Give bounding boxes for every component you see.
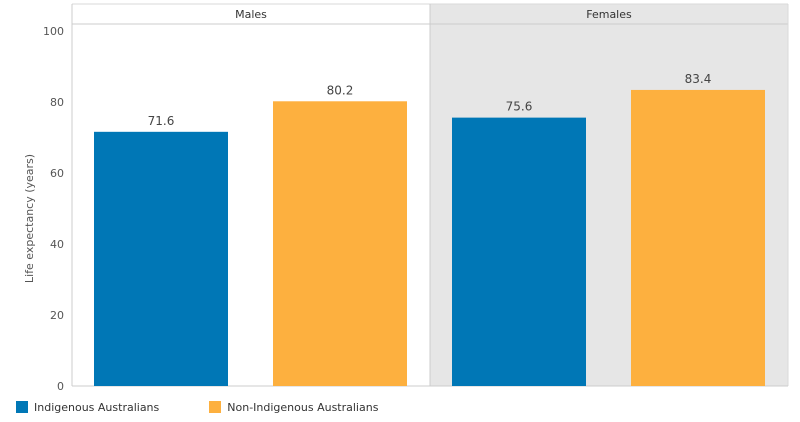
y-tick-label: 20: [50, 309, 64, 322]
legend-label-non-indigenous: Non-Indigenous Australians: [227, 400, 379, 414]
bar-females-indigenous: [452, 117, 586, 387]
legend-swatch-non-indigenous: [209, 401, 222, 413]
legend-label-indigenous: Indigenous Australians: [34, 400, 160, 414]
y-tick-label: 60: [50, 167, 64, 180]
y-tick-label: 100: [43, 25, 64, 38]
y-tick-label: 40: [50, 238, 64, 251]
y-axis-title: Life expectancy (years): [23, 154, 36, 283]
chart: Males Females 0 20 40 60 80 100 Life expectancy …: [23, 3, 789, 392]
legend-item-indigenous[interactable]: Indigenous Australians: [16, 401, 159, 414]
data-label: 75.6: [506, 100, 533, 114]
legend-swatch-indigenous: [16, 401, 28, 413]
bar-females-non-indigenous: [631, 89, 765, 387]
data-label: 71.6: [148, 114, 175, 128]
data-label: 80.2: [327, 83, 354, 97]
legend: Indigenous Australians Non-Indigenous Au…: [16, 400, 428, 414]
panel-title-females: Females: [586, 8, 632, 21]
data-label: 83.4: [685, 72, 712, 86]
bar-males-non-indigenous: [273, 101, 407, 386]
legend-item-non-indigenous[interactable]: Non-Indigenous Australians: [209, 401, 378, 414]
y-tick-label: 80: [50, 96, 64, 109]
y-tick-label: 0: [57, 380, 64, 392]
bar-males-indigenous: [94, 131, 228, 386]
panel-title-males: Males: [235, 8, 267, 21]
